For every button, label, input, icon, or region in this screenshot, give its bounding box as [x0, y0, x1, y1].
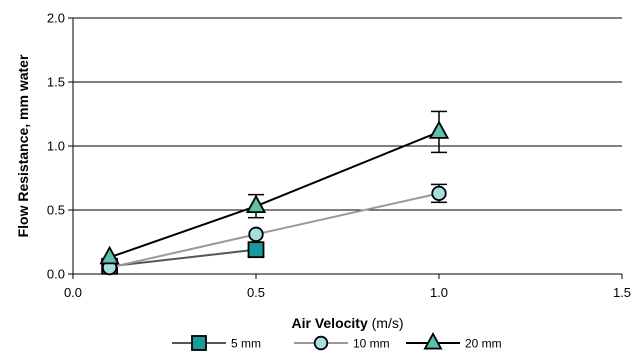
legend: 5 mm 10 mm 20 mm: [172, 332, 502, 351]
point-2-0: [99, 245, 120, 265]
legend-marker-0: [191, 335, 207, 351]
legend-marker-1: [313, 335, 329, 351]
series-2: [99, 110, 450, 265]
series-line-1: [109, 192, 440, 269]
series-line-0: [109, 248, 257, 268]
y-tick-label-4: 2.0: [47, 11, 65, 26]
legend-label-2: 20 mm: [465, 337, 502, 351]
legend-marker-2: [423, 332, 443, 350]
y-tick-label-2: 1.0: [47, 139, 65, 154]
legend-item-0: 5 mm: [172, 335, 261, 351]
series-0: [101, 241, 265, 275]
legend-item-1: 10 mm: [294, 335, 390, 351]
point-2-1: [245, 194, 267, 214]
x-axis-title-main: Air Velocity: [291, 315, 367, 331]
x-tick-label-3: 1.5: [613, 285, 631, 300]
point-1-1: [248, 226, 264, 242]
point-0-1: [247, 241, 265, 259]
x-axis-title: Air Velocity (m/s): [291, 315, 403, 331]
legend-label-1: 10 mm: [353, 337, 390, 351]
legend-item-2: 20 mm: [406, 332, 502, 351]
point-2-2: [428, 120, 450, 139]
y-tick-label-3: 1.5: [47, 75, 65, 90]
x-tick-label-1: 0.5: [247, 285, 265, 300]
series: [99, 110, 450, 276]
labels: 0.0 0.5 1.0 1.5 2.0 0.0 0.5 1.0 1.5 Air Velocity …: [15, 11, 631, 332]
legend-label-0: 5 mm: [231, 337, 261, 351]
x-tick-label-0: 0.0: [64, 285, 82, 300]
y-tick-label-0: 0.0: [47, 267, 65, 282]
gridlines: [73, 17, 622, 211]
x-tick-label-2: 1.0: [430, 285, 448, 300]
y-tick-label-1: 0.5: [47, 203, 65, 218]
axes: [68, 17, 623, 279]
x-axis-title-unit: (m/s): [368, 315, 404, 331]
series-line-2: [109, 130, 440, 259]
y-axis-title: Flow Resistance, mm water: [15, 54, 31, 237]
point-1-2: [431, 185, 447, 202]
